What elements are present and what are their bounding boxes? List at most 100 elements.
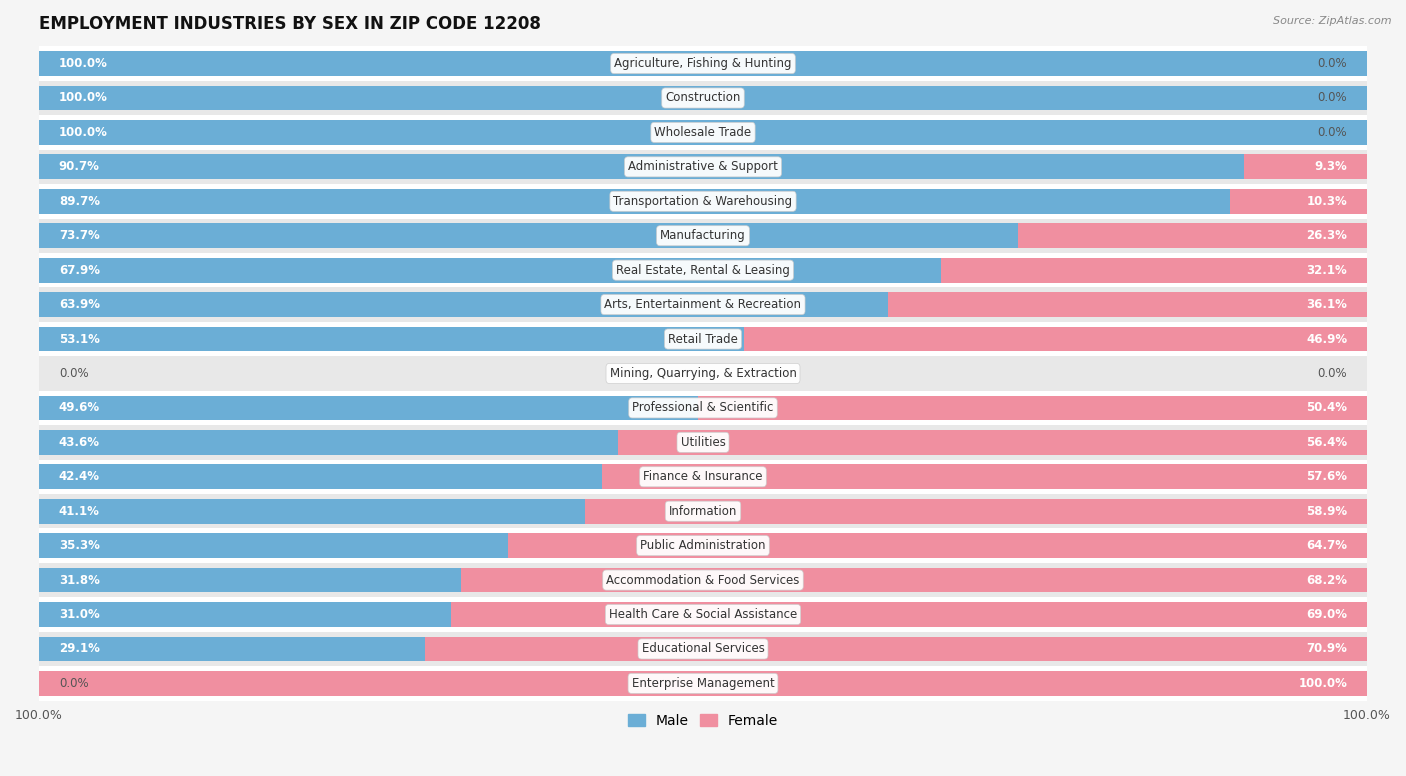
Text: 46.9%: 46.9% xyxy=(1306,333,1347,345)
Text: 43.6%: 43.6% xyxy=(59,436,100,449)
Text: 57.6%: 57.6% xyxy=(1306,470,1347,483)
Bar xyxy=(461,568,1367,592)
Text: Transportation & Warehousing: Transportation & Warehousing xyxy=(613,195,793,208)
Bar xyxy=(585,499,1367,524)
Bar xyxy=(39,459,1367,494)
Text: 49.6%: 49.6% xyxy=(59,401,100,414)
Bar xyxy=(426,636,1367,661)
Bar xyxy=(887,293,1367,317)
Text: Source: ZipAtlas.com: Source: ZipAtlas.com xyxy=(1274,16,1392,26)
Bar xyxy=(39,115,1367,150)
Text: 56.4%: 56.4% xyxy=(1306,436,1347,449)
Bar xyxy=(39,464,602,489)
Text: Public Administration: Public Administration xyxy=(640,539,766,553)
Text: 10.3%: 10.3% xyxy=(1306,195,1347,208)
Bar xyxy=(39,499,585,524)
Bar xyxy=(1230,189,1367,213)
Bar xyxy=(39,356,1367,390)
Text: 70.9%: 70.9% xyxy=(1306,643,1347,656)
Text: Retail Trade: Retail Trade xyxy=(668,333,738,345)
Text: 63.9%: 63.9% xyxy=(59,298,100,311)
Text: 68.2%: 68.2% xyxy=(1306,573,1347,587)
Bar xyxy=(39,258,941,282)
Bar xyxy=(39,528,1367,563)
Text: Agriculture, Fishing & Hunting: Agriculture, Fishing & Hunting xyxy=(614,57,792,70)
Bar xyxy=(39,533,508,558)
Text: 32.1%: 32.1% xyxy=(1306,264,1347,277)
Bar xyxy=(39,184,1367,219)
Bar xyxy=(39,598,1367,632)
Text: 0.0%: 0.0% xyxy=(1317,367,1347,380)
Bar xyxy=(619,430,1367,455)
Text: 90.7%: 90.7% xyxy=(59,161,100,173)
Bar xyxy=(941,258,1367,282)
Bar xyxy=(39,287,1367,322)
Bar xyxy=(39,390,1367,425)
Text: 67.9%: 67.9% xyxy=(59,264,100,277)
Bar xyxy=(39,154,1243,179)
Bar xyxy=(602,464,1367,489)
Text: Wholesale Trade: Wholesale Trade xyxy=(654,126,752,139)
Bar xyxy=(39,602,451,627)
Bar xyxy=(39,430,619,455)
Bar xyxy=(39,120,1367,145)
Text: 64.7%: 64.7% xyxy=(1306,539,1347,553)
Bar xyxy=(744,327,1367,352)
Text: 31.0%: 31.0% xyxy=(59,608,100,621)
Text: 0.0%: 0.0% xyxy=(1317,92,1347,105)
Text: 29.1%: 29.1% xyxy=(59,643,100,656)
Text: 58.9%: 58.9% xyxy=(1306,504,1347,518)
Bar xyxy=(39,666,1367,701)
Text: 0.0%: 0.0% xyxy=(59,367,89,380)
Bar xyxy=(39,425,1367,459)
Text: Finance & Insurance: Finance & Insurance xyxy=(644,470,762,483)
Text: Utilities: Utilities xyxy=(681,436,725,449)
Text: 0.0%: 0.0% xyxy=(59,677,89,690)
Bar xyxy=(1243,154,1367,179)
Text: 41.1%: 41.1% xyxy=(59,504,100,518)
Bar xyxy=(697,396,1367,421)
Text: Health Care & Social Assistance: Health Care & Social Assistance xyxy=(609,608,797,621)
Bar xyxy=(39,189,1230,213)
Text: 0.0%: 0.0% xyxy=(1317,57,1347,70)
Bar xyxy=(39,47,1367,81)
Text: 35.3%: 35.3% xyxy=(59,539,100,553)
Text: Accommodation & Food Services: Accommodation & Food Services xyxy=(606,573,800,587)
Bar xyxy=(39,494,1367,528)
Text: Administrative & Support: Administrative & Support xyxy=(628,161,778,173)
Text: Arts, Entertainment & Recreation: Arts, Entertainment & Recreation xyxy=(605,298,801,311)
Text: 53.1%: 53.1% xyxy=(59,333,100,345)
Text: 100.0%: 100.0% xyxy=(59,126,108,139)
Text: Construction: Construction xyxy=(665,92,741,105)
Bar xyxy=(39,253,1367,287)
Text: 89.7%: 89.7% xyxy=(59,195,100,208)
Bar xyxy=(39,85,1367,110)
Bar xyxy=(39,150,1367,184)
Text: 100.0%: 100.0% xyxy=(1298,677,1347,690)
Text: Enterprise Management: Enterprise Management xyxy=(631,677,775,690)
Text: Manufacturing: Manufacturing xyxy=(661,229,745,242)
Bar xyxy=(39,632,1367,666)
Bar xyxy=(39,327,744,352)
Text: 50.4%: 50.4% xyxy=(1306,401,1347,414)
Text: Professional & Scientific: Professional & Scientific xyxy=(633,401,773,414)
Text: 31.8%: 31.8% xyxy=(59,573,100,587)
Bar xyxy=(39,563,1367,598)
Bar xyxy=(39,396,697,421)
Bar xyxy=(39,671,1367,696)
Text: Real Estate, Rental & Leasing: Real Estate, Rental & Leasing xyxy=(616,264,790,277)
Text: Mining, Quarrying, & Extraction: Mining, Quarrying, & Extraction xyxy=(610,367,796,380)
Bar xyxy=(451,602,1367,627)
Text: 0.0%: 0.0% xyxy=(1317,126,1347,139)
Bar xyxy=(39,293,887,317)
Bar xyxy=(39,219,1367,253)
Bar xyxy=(39,322,1367,356)
Text: 26.3%: 26.3% xyxy=(1306,229,1347,242)
Text: Information: Information xyxy=(669,504,737,518)
Text: 73.7%: 73.7% xyxy=(59,229,100,242)
Bar xyxy=(39,51,1367,76)
Legend: Male, Female: Male, Female xyxy=(623,708,783,733)
Text: EMPLOYMENT INDUSTRIES BY SEX IN ZIP CODE 12208: EMPLOYMENT INDUSTRIES BY SEX IN ZIP CODE… xyxy=(39,15,541,33)
Bar xyxy=(39,223,1018,248)
Text: 42.4%: 42.4% xyxy=(59,470,100,483)
